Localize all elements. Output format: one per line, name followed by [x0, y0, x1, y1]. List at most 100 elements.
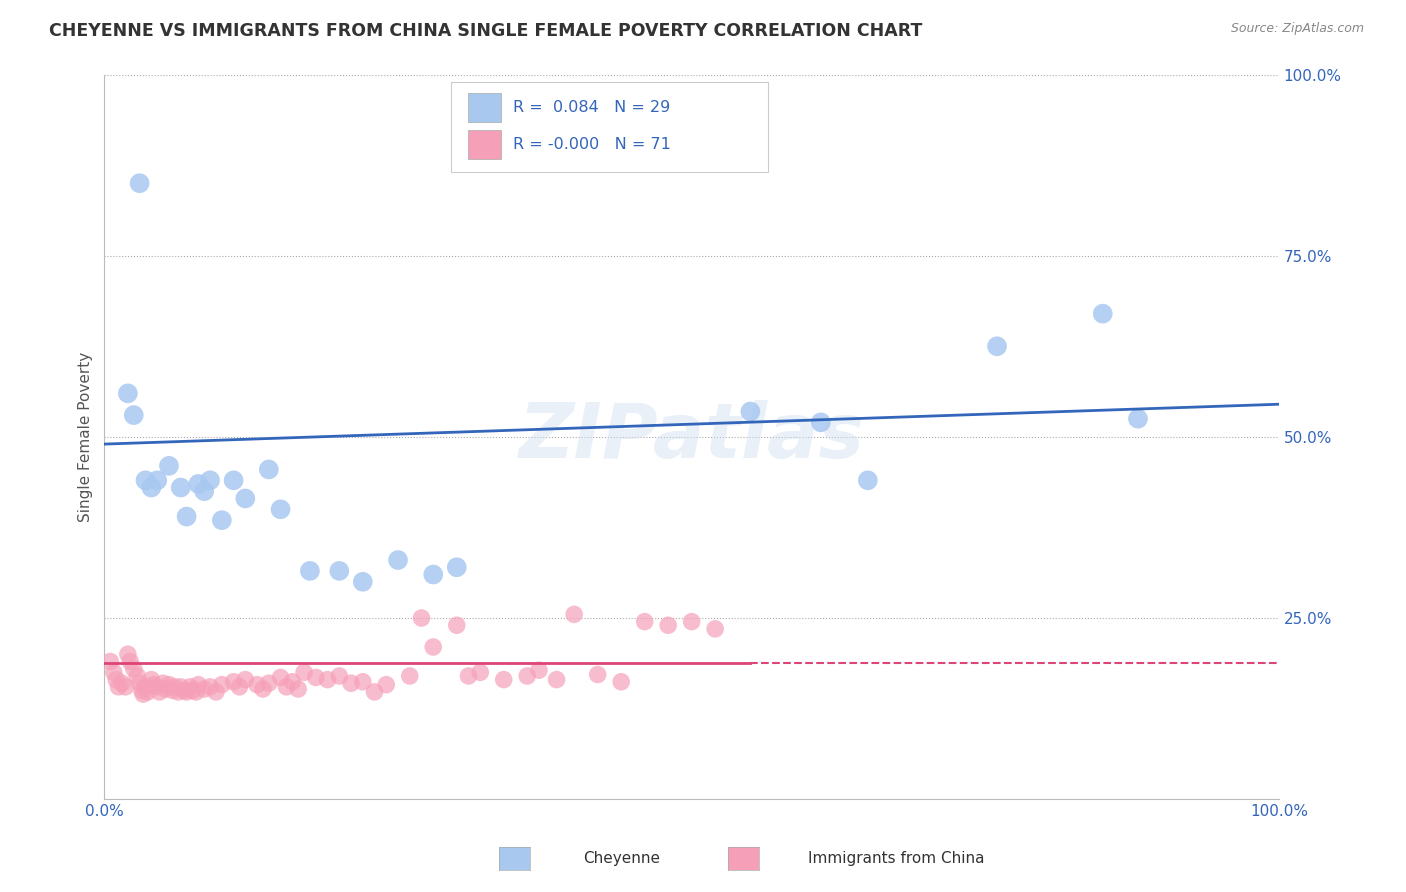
Point — [328, 669, 350, 683]
Point — [128, 676, 150, 690]
Point — [176, 509, 198, 524]
Point — [222, 473, 245, 487]
Point — [211, 678, 233, 692]
Point — [287, 681, 309, 696]
Point — [105, 673, 128, 687]
Point — [141, 481, 163, 495]
Point — [146, 680, 169, 694]
Point — [107, 680, 129, 694]
Point — [163, 680, 186, 694]
Point — [546, 673, 568, 687]
Point — [179, 680, 201, 694]
Point — [233, 491, 256, 506]
Point — [205, 685, 228, 699]
Point — [141, 673, 163, 687]
Text: CHEYENNE VS IMMIGRANTS FROM CHINA SINGLE FEMALE POVERTY CORRELATION CHART: CHEYENNE VS IMMIGRANTS FROM CHINA SINGLE… — [49, 22, 922, 40]
Point — [103, 665, 125, 680]
Point — [134, 680, 156, 694]
Point — [411, 611, 433, 625]
Text: R =  0.084   N = 29: R = 0.084 N = 29 — [513, 100, 671, 115]
Point — [305, 670, 328, 684]
Point — [122, 408, 145, 422]
Point — [281, 674, 304, 689]
Point — [457, 669, 479, 683]
Point — [586, 667, 609, 681]
Point — [117, 386, 139, 401]
Point — [170, 481, 193, 495]
Point — [527, 663, 550, 677]
Y-axis label: Single Female Poverty: Single Female Poverty — [79, 351, 93, 522]
Text: R = -0.000   N = 71: R = -0.000 N = 71 — [513, 137, 671, 153]
Point — [387, 553, 409, 567]
Point — [198, 680, 221, 694]
Point — [149, 685, 172, 699]
Point — [352, 574, 374, 589]
Point — [98, 655, 121, 669]
Point — [222, 674, 245, 689]
Point — [516, 669, 538, 683]
Point — [252, 681, 274, 696]
Point — [187, 678, 209, 692]
Point — [211, 513, 233, 527]
Point — [398, 669, 420, 683]
Point — [111, 676, 134, 690]
Point — [176, 685, 198, 699]
Point — [181, 683, 204, 698]
Point — [276, 680, 298, 694]
Point — [246, 678, 269, 692]
Point — [193, 681, 215, 696]
Point — [122, 662, 145, 676]
Point — [157, 458, 180, 473]
Point — [114, 680, 136, 694]
Point — [352, 674, 374, 689]
Point — [187, 477, 209, 491]
Bar — [468, 130, 502, 160]
Point — [193, 484, 215, 499]
Point — [184, 685, 207, 699]
Point — [136, 685, 159, 699]
Point — [446, 618, 468, 632]
Point — [152, 676, 174, 690]
Point — [292, 665, 315, 680]
Point — [155, 681, 177, 696]
Point — [128, 176, 150, 190]
Point — [422, 567, 444, 582]
Text: Source: ZipAtlas.com: Source: ZipAtlas.com — [1230, 22, 1364, 36]
Point — [117, 647, 139, 661]
Point — [162, 683, 184, 698]
Text: Immigrants from China: Immigrants from China — [808, 851, 986, 865]
Point — [134, 473, 156, 487]
Point — [986, 339, 1008, 353]
Point — [1126, 411, 1149, 425]
Point — [257, 462, 280, 476]
FancyBboxPatch shape — [451, 82, 768, 172]
Point — [270, 502, 292, 516]
Point — [146, 473, 169, 487]
Point — [228, 680, 250, 694]
Point — [120, 655, 142, 669]
Point — [446, 560, 468, 574]
Bar — [468, 93, 502, 121]
Point — [131, 683, 153, 698]
Point — [610, 674, 633, 689]
Point — [173, 683, 195, 698]
Point — [704, 622, 727, 636]
Point — [856, 473, 879, 487]
Point — [198, 473, 221, 487]
Text: Cheyenne: Cheyenne — [583, 851, 661, 865]
Point — [470, 665, 492, 680]
Point — [740, 404, 762, 418]
Point — [422, 640, 444, 654]
Point — [634, 615, 657, 629]
Point — [132, 687, 155, 701]
Point — [142, 678, 165, 692]
Point — [1091, 307, 1114, 321]
Point — [340, 676, 363, 690]
Point — [127, 669, 149, 683]
Point — [157, 678, 180, 692]
Point — [363, 685, 385, 699]
Point — [270, 670, 292, 684]
Point — [170, 680, 193, 694]
Text: ZIPatlas: ZIPatlas — [519, 400, 865, 474]
Point — [562, 607, 585, 622]
